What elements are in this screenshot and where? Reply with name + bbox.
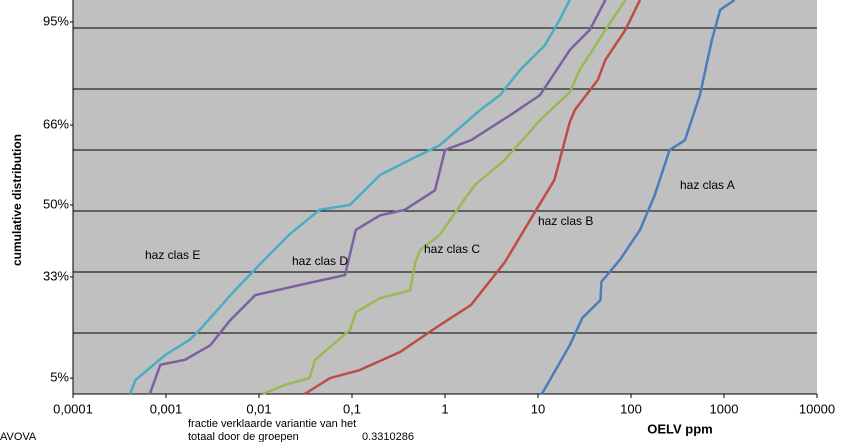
plot-area xyxy=(73,0,817,394)
y-tick-label: 95% xyxy=(43,13,69,28)
series-label: haz clas B xyxy=(538,214,593,228)
annotation: fractie verklaarde variantie van het xyxy=(188,418,356,430)
series-label: haz clas E xyxy=(145,248,200,262)
series-label: haz clas C xyxy=(424,242,480,256)
x-axis-label: OELV ppm xyxy=(647,421,712,436)
y-tick-label: 33% xyxy=(43,268,69,283)
annotation: totaal door de groepen xyxy=(188,431,299,442)
x-tick-label: 1000 xyxy=(710,401,739,416)
x-tick-label: 100 xyxy=(620,401,642,416)
x-tick-label: 1 xyxy=(441,401,448,416)
series-line xyxy=(262,0,627,396)
y-axis-label: cumulative distribution xyxy=(10,134,24,266)
y-tick-label: 50% xyxy=(43,196,69,211)
series-line xyxy=(304,0,642,396)
x-tick-label: 10000 xyxy=(799,401,835,416)
x-tick-label: 0,001 xyxy=(150,401,183,416)
x-tick-label: 0,1 xyxy=(343,401,361,416)
x-tick-label: 0,01 xyxy=(246,401,271,416)
annotation: 0.3310286 xyxy=(362,431,414,442)
series-line xyxy=(148,0,607,395)
series-label: haz clas A xyxy=(680,178,735,192)
annotation: AVOVA xyxy=(0,431,37,442)
series-label: haz clas D xyxy=(292,254,348,268)
y-tick-label: 66% xyxy=(43,116,69,131)
y-tick-label: 5% xyxy=(50,370,69,385)
series-line xyxy=(540,0,736,395)
series-line xyxy=(128,0,571,395)
x-tick-label: 0,0001 xyxy=(53,401,93,416)
x-tick-label: 10 xyxy=(531,401,545,416)
